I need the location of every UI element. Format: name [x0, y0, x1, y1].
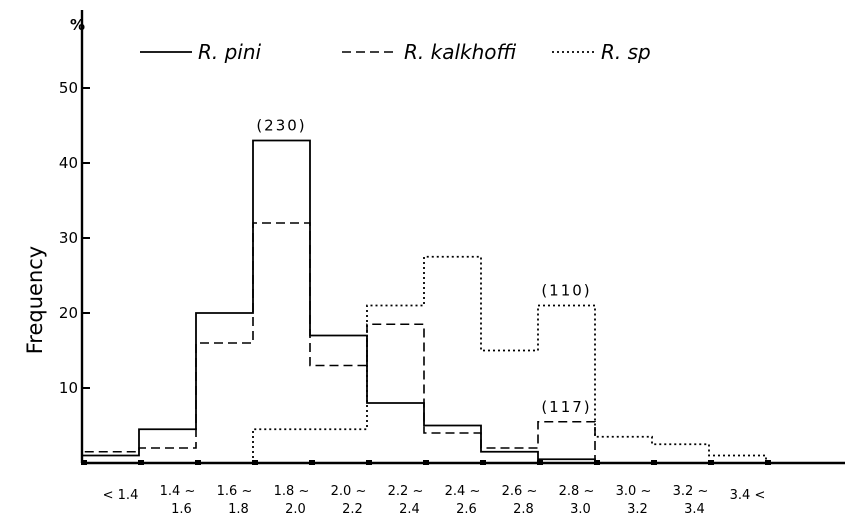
x-tick-label-line2: 3.4 — [684, 502, 705, 515]
sample-size-annotation: (230) — [256, 117, 306, 135]
y-tick-label: 10 — [59, 379, 78, 397]
y-tick-label: 50 — [59, 79, 78, 97]
x-tick-label: 3.2 ~ 3.4 — [673, 484, 709, 515]
x-tick-mark — [138, 460, 144, 465]
x-tick-label: 1.4 ~ 1.6 — [160, 484, 196, 515]
x-tick-label: 2.2 ~ 2.4 — [388, 484, 424, 515]
x-tick-label-line1: 2.4 ~ — [445, 484, 481, 499]
legend-label: R. kalkhoffi — [404, 40, 517, 64]
x-tick-label-line2: 1.6 — [171, 502, 192, 515]
sample-size-annotation: (117) — [541, 398, 591, 416]
y-tick-label: 30 — [59, 229, 78, 247]
x-tick-label-text: < 1.4 — [103, 488, 139, 503]
x-tick-mark — [252, 460, 258, 465]
legend-item-r-sp: R. sp — [552, 40, 651, 64]
y-axis-unit: % — [70, 16, 85, 34]
x-tick-mark — [594, 460, 600, 465]
x-tick-mark — [708, 460, 714, 465]
x-tick-label-line2: 3.0 — [570, 502, 591, 515]
y-axis-label: Frequency — [23, 246, 47, 355]
legend-item-r-pini: R. pini — [140, 40, 262, 64]
x-tick-label: 2.6 ~ 2.8 — [502, 484, 538, 515]
x-tick-label: 1.8 ~ 2.0 — [274, 484, 310, 515]
x-tick-mark — [651, 460, 657, 465]
series-r-kalkhoffi-line — [81, 222, 596, 463]
x-tick-label: 1.6 ~ 1.8 — [217, 484, 253, 515]
x-tick-label-line1: 1.8 ~ — [274, 484, 310, 499]
x-tick-label-line2: 2.8 — [513, 502, 534, 515]
x-tick-mark — [366, 460, 372, 465]
x-tick-label-line1: 3.2 ~ — [673, 484, 709, 499]
x-tick-label-line2: 2.0 — [285, 502, 306, 515]
y-tick-label: 40 — [59, 154, 78, 172]
x-tick-mark — [309, 460, 315, 465]
x-tick-label-line2: 3.2 — [627, 502, 648, 515]
series-r-sp-line — [252, 255, 767, 463]
legend-label: R. pini — [198, 40, 262, 64]
sample-size-annotation: (110) — [541, 282, 591, 300]
x-tick-label-line1: 1.6 ~ — [217, 484, 253, 499]
x-tick-label-line2: 2.4 — [399, 502, 420, 515]
x-tick-label: < 1.4 — [103, 488, 139, 503]
x-tick-label-line2: 1.8 — [228, 502, 249, 515]
series-r-pini-line — [81, 139, 596, 463]
x-tick-label-line1: 2.0 ~ — [331, 484, 367, 499]
x-tick-mark — [195, 460, 201, 465]
x-tick-mark — [765, 460, 771, 465]
x-tick-label: 3.4 < — [730, 488, 766, 503]
x-tick-label-line2: 2.2 — [342, 502, 363, 515]
legend-label: R. sp — [601, 40, 651, 64]
x-tick-label-line1: 1.4 ~ — [160, 484, 196, 499]
x-tick-label: 3.0 ~ 3.2 — [616, 484, 652, 515]
x-tick-label-line1: 2.6 ~ — [502, 484, 538, 499]
legend-item-r-kalkhoffi: R. kalkhoffi — [342, 40, 517, 64]
x-tick-label: 2.4 ~ 2.6 — [445, 484, 481, 515]
x-tick-mark — [81, 460, 87, 465]
y-tick-label: 20 — [59, 304, 78, 322]
x-tick-label: 2.8 ~ 3.0 — [559, 484, 595, 515]
x-tick-label-text: 3.4 < — [730, 488, 766, 503]
x-tick-label: 2.0 ~ 2.2 — [331, 484, 367, 515]
x-tick-label-line2: 2.6 — [456, 502, 477, 515]
x-tick-label-line1: 2.8 ~ — [559, 484, 595, 499]
x-tick-mark — [537, 460, 543, 465]
x-tick-mark — [480, 460, 486, 465]
x-tick-label-line1: 3.0 ~ — [616, 484, 652, 499]
x-tick-mark — [423, 460, 429, 465]
x-tick-label-line1: 2.2 ~ — [388, 484, 424, 499]
